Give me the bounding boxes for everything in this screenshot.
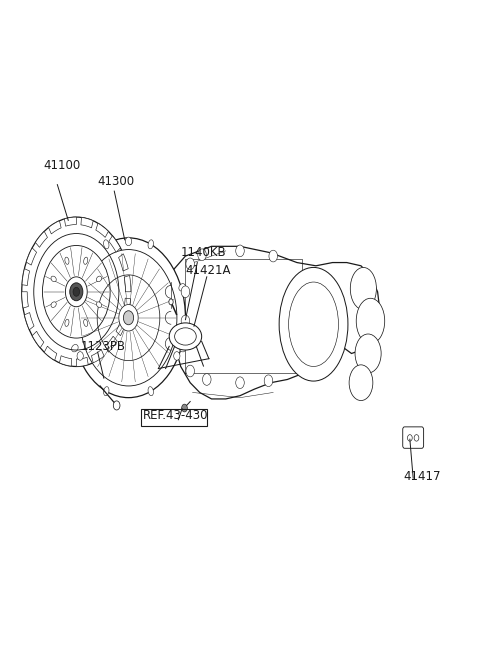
Ellipse shape: [179, 345, 185, 352]
Wedge shape: [76, 358, 88, 366]
Circle shape: [236, 377, 244, 388]
Wedge shape: [124, 276, 131, 291]
Wedge shape: [22, 269, 30, 286]
Wedge shape: [96, 223, 108, 237]
Ellipse shape: [148, 240, 154, 249]
Ellipse shape: [349, 365, 373, 401]
Wedge shape: [64, 217, 76, 226]
Ellipse shape: [179, 284, 185, 291]
Circle shape: [73, 288, 80, 296]
Circle shape: [77, 352, 84, 360]
Wedge shape: [123, 298, 131, 315]
Ellipse shape: [96, 302, 102, 307]
Ellipse shape: [175, 328, 196, 345]
Circle shape: [181, 286, 190, 297]
Ellipse shape: [148, 386, 154, 396]
Wedge shape: [36, 231, 48, 248]
Circle shape: [181, 315, 190, 327]
Circle shape: [186, 258, 194, 270]
Text: 41100: 41100: [43, 159, 80, 172]
Circle shape: [169, 299, 173, 305]
Wedge shape: [109, 236, 120, 252]
Circle shape: [236, 245, 244, 257]
Ellipse shape: [104, 386, 109, 396]
Ellipse shape: [65, 257, 69, 265]
Circle shape: [22, 217, 131, 366]
Circle shape: [203, 373, 211, 385]
Circle shape: [70, 283, 83, 301]
Ellipse shape: [72, 345, 78, 352]
Circle shape: [181, 404, 187, 412]
Text: 1140KB: 1140KB: [180, 246, 226, 259]
Ellipse shape: [169, 323, 202, 350]
Ellipse shape: [355, 334, 381, 373]
Ellipse shape: [350, 267, 376, 310]
FancyBboxPatch shape: [403, 427, 424, 448]
Ellipse shape: [51, 302, 56, 307]
Wedge shape: [60, 356, 72, 366]
Circle shape: [186, 365, 194, 377]
Polygon shape: [171, 246, 380, 399]
Wedge shape: [116, 318, 126, 335]
Wedge shape: [92, 350, 104, 363]
Ellipse shape: [72, 238, 185, 398]
Text: 41421A: 41421A: [185, 264, 231, 277]
Ellipse shape: [72, 284, 78, 291]
Circle shape: [174, 352, 180, 360]
Ellipse shape: [80, 250, 177, 386]
Ellipse shape: [96, 276, 102, 282]
Ellipse shape: [279, 267, 348, 381]
Wedge shape: [22, 291, 28, 308]
Ellipse shape: [84, 319, 88, 326]
Circle shape: [119, 305, 138, 331]
Circle shape: [269, 250, 277, 262]
Text: 41417: 41417: [404, 470, 441, 483]
Wedge shape: [119, 253, 128, 271]
Wedge shape: [44, 346, 57, 360]
Ellipse shape: [356, 298, 384, 344]
Circle shape: [408, 435, 412, 441]
Wedge shape: [26, 248, 36, 265]
Wedge shape: [32, 331, 44, 348]
Ellipse shape: [65, 319, 69, 326]
Wedge shape: [81, 217, 93, 228]
Circle shape: [123, 310, 133, 325]
Circle shape: [125, 237, 132, 246]
Ellipse shape: [84, 257, 88, 265]
Circle shape: [113, 401, 120, 410]
Wedge shape: [48, 221, 61, 234]
Wedge shape: [24, 312, 34, 330]
Circle shape: [264, 375, 273, 386]
Circle shape: [198, 249, 206, 261]
Text: REF.43-430: REF.43-430: [143, 409, 208, 422]
Text: 41300: 41300: [97, 175, 135, 188]
Circle shape: [414, 435, 419, 441]
Wedge shape: [105, 336, 117, 352]
Ellipse shape: [104, 240, 109, 249]
Ellipse shape: [51, 276, 56, 282]
Text: 1123PB: 1123PB: [81, 341, 126, 354]
Circle shape: [43, 246, 110, 338]
Circle shape: [65, 277, 87, 307]
